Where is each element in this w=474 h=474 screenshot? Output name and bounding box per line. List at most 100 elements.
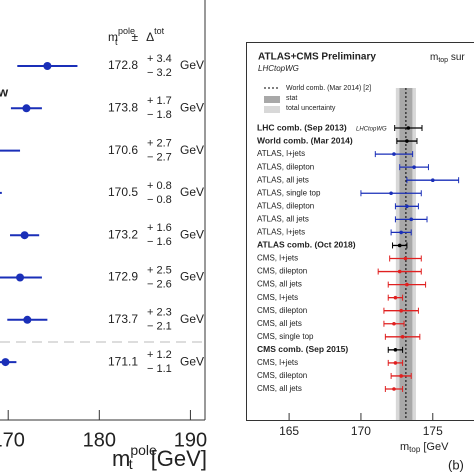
row-label: ATLAS, all jets	[257, 175, 309, 184]
plus-text: + 2.5	[147, 264, 172, 276]
point	[397, 243, 402, 248]
column-header: mpole t ± Δtot	[108, 26, 165, 47]
unit-text: GeV	[180, 312, 204, 326]
text-part: pole	[130, 442, 157, 458]
text-part: tot	[154, 26, 165, 36]
plus-text: + 0.8	[147, 180, 172, 192]
x-tick-label: 170	[351, 424, 371, 438]
value-text: 170.6	[108, 143, 138, 157]
minus-text: − 1.6	[147, 236, 172, 248]
point	[20, 231, 29, 240]
row-tag: LHCtopWG	[356, 127, 387, 133]
point	[399, 230, 403, 235]
point	[393, 361, 398, 365]
x-axis-label: mpole t [GeV]	[112, 442, 207, 472]
x-tick-label: 175	[423, 424, 443, 438]
plus-text: + 1.2	[147, 349, 172, 361]
legend-key	[264, 96, 280, 103]
point	[399, 374, 403, 378]
row-label: CMS, all jets	[257, 384, 302, 393]
text-part: pole	[118, 26, 135, 36]
row-label: LHC comb. (Sep 2013)	[257, 122, 347, 132]
right-frame	[246, 42, 474, 421]
plus-text: + 1.7	[147, 95, 172, 107]
unit-text: GeV	[180, 227, 204, 241]
text-part: m	[112, 446, 130, 471]
x-tick-label: 170	[0, 429, 25, 451]
legend-label: stat	[286, 95, 297, 102]
row-label: ATLAS comb. (Oct 2018)	[257, 240, 356, 250]
point	[392, 321, 396, 326]
row-label: CMS, dilepton	[257, 267, 307, 276]
legend-label: total uncertainty	[286, 105, 336, 112]
row-label: CMS, dilepton	[257, 306, 307, 315]
unit-text: GeV	[180, 354, 204, 368]
row-label: CMS, dilepton	[257, 371, 307, 380]
plus-text: + 1.6	[147, 222, 172, 234]
row-label: CMS, l+jets	[257, 293, 298, 302]
point	[43, 62, 52, 70]
point	[399, 308, 403, 313]
title: ATLAS+CMS Preliminary	[258, 52, 376, 63]
point	[405, 282, 409, 287]
text-part: t	[115, 37, 118, 47]
subtitle: LHCtopWG	[258, 64, 299, 73]
minus-text: − 2.7	[147, 152, 172, 164]
text-part: t	[129, 456, 133, 472]
plus-text: + 2.3	[147, 307, 172, 319]
legend-key	[264, 106, 280, 113]
text-part: [GeV]	[151, 446, 207, 471]
point	[397, 269, 402, 274]
text-part: Δ	[146, 30, 154, 44]
row-label: ATLAS, l+jets	[257, 149, 305, 158]
value-text: 173.2	[108, 227, 138, 241]
unit-text: GeV	[180, 58, 204, 72]
value-text: 173.7	[108, 312, 138, 326]
row-label: ATLAS, all jets	[257, 214, 309, 223]
text-part: top	[409, 445, 421, 454]
unit-text: GeV	[180, 100, 204, 114]
plus-text: + 2.7	[147, 138, 172, 150]
minus-text: − 2.6	[147, 278, 172, 290]
x-tick-label: 180	[83, 429, 116, 451]
x-axis-label: mtop [GeV	[400, 441, 449, 454]
point	[405, 139, 409, 143]
minus-text: − 1.1	[147, 363, 172, 375]
corner-label: mtop sur	[430, 52, 465, 64]
row-label: ATLAS, single top	[257, 188, 321, 197]
text-part: m	[400, 441, 409, 453]
clipped-label: w	[0, 84, 9, 99]
point	[16, 273, 25, 282]
value-text: 170.5	[108, 185, 138, 199]
point	[1, 358, 10, 367]
point	[400, 335, 405, 339]
row-label: CMS, all jets	[257, 319, 302, 328]
point	[409, 217, 414, 222]
point	[403, 256, 408, 261]
value-text: 171.1	[108, 354, 138, 368]
text-part: sur	[448, 52, 465, 63]
point	[23, 315, 32, 324]
unit-text: GeV	[180, 270, 204, 284]
row-label: CMS comb. (Sep 2015)	[257, 344, 348, 354]
text-part: [GeV	[420, 441, 449, 453]
point	[392, 152, 396, 156]
row-label: ATLAS, dilepton	[257, 162, 314, 171]
row-label: ATLAS, l+jets	[257, 228, 305, 237]
unit-text: GeV	[180, 143, 204, 157]
x-tick-label: 190	[174, 429, 207, 451]
legend-label: World comb. (Mar 2014) [2]	[286, 85, 371, 92]
minus-text: − 2.1	[147, 321, 172, 333]
text-part: top	[438, 57, 448, 64]
value-text: 172.9	[108, 270, 138, 284]
row-label: CMS, all jets	[257, 280, 302, 289]
row-label: World comb. (Mar 2014)	[257, 135, 353, 145]
minus-text: − 3.2	[147, 67, 172, 79]
point	[392, 387, 396, 391]
row-label: CMS, single top	[257, 332, 314, 341]
point	[389, 191, 393, 196]
value-text: 172.8	[108, 58, 138, 72]
point	[406, 126, 411, 130]
minus-text: − 1.8	[147, 109, 172, 121]
